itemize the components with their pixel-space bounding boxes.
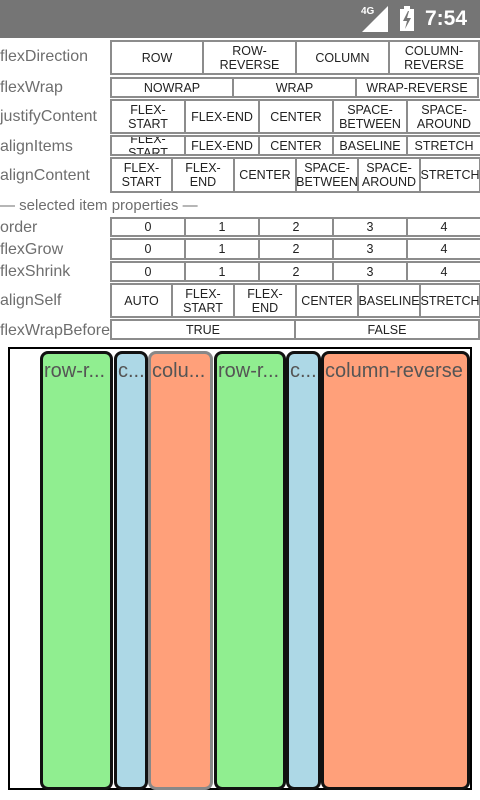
option-flex-start[interactable]: FLEX-START	[110, 99, 186, 134]
flex-wrap-label: flexWrap	[0, 79, 63, 96]
option-3[interactable]: 3	[332, 261, 408, 282]
option-baseline[interactable]: BASELINE	[332, 135, 408, 156]
flex-item-5[interactable]: c...	[286, 351, 321, 790]
option-wrap-reverse[interactable]: WRAP-REVERSE	[355, 77, 479, 98]
justify-content-options: FLEX-START FLEX-END CENTER SPACE-BETWEEN…	[110, 99, 480, 134]
section-title: — selected item properties —	[0, 197, 198, 214]
order-label: order	[0, 219, 38, 236]
align-content-options: FLEX-START FLEX-END CENTER SPACE-BETWEEN…	[110, 157, 480, 193]
flex-item-2[interactable]: c...	[114, 351, 148, 790]
option-1[interactable]: 1	[184, 217, 260, 237]
option-flex-end[interactable]: FLEX-END	[171, 157, 235, 193]
option-flex-start[interactable]: FLEX-START	[110, 157, 173, 193]
flex-direction-label: flexDirection	[0, 48, 89, 65]
option-wrap[interactable]: WRAP	[232, 77, 357, 98]
option-space-between[interactable]: SPACE-BETWEEN	[332, 99, 408, 134]
option-column[interactable]: COLUMN	[295, 40, 390, 75]
flex-item-3[interactable]: colu...	[148, 351, 213, 790]
option-stretch[interactable]: STRETCH	[406, 135, 480, 156]
option-1[interactable]: 1	[184, 238, 260, 260]
clock: 7:54	[425, 7, 468, 30]
option-center[interactable]: CENTER	[295, 283, 359, 318]
flex-shrink-label: flexShrink	[0, 263, 71, 280]
flex-direction-options: ROW ROW-REVERSE COLUMN COLUMN-REVERSE	[110, 40, 480, 75]
option-center[interactable]: CENTER	[258, 135, 334, 156]
status-bar: 4G 7:54	[0, 0, 480, 38]
option-1[interactable]: 1	[184, 261, 260, 282]
option-space-around[interactable]: SPACE-AROUND	[406, 99, 480, 134]
option-2[interactable]: 2	[258, 217, 334, 237]
flex-grow-options: 0 1 2 3 4	[110, 238, 480, 260]
option-0[interactable]: 0	[110, 238, 186, 260]
flex-item-6[interactable]: column-reverse	[321, 351, 470, 790]
option-0[interactable]: 0	[110, 261, 186, 282]
order-options: 0 1 2 3 4	[110, 217, 480, 237]
option-0[interactable]: 0	[110, 217, 186, 237]
flex-grow-label: flexGrow	[0, 241, 64, 258]
option-3[interactable]: 3	[332, 217, 408, 237]
option-true[interactable]: TRUE	[110, 319, 296, 340]
option-4[interactable]: 4	[406, 261, 480, 282]
option-4[interactable]: 4	[406, 238, 480, 260]
option-flex-start[interactable]: FLEX-START	[171, 283, 235, 318]
option-column-reverse[interactable]: COLUMN-REVERSE	[388, 40, 480, 75]
option-row-reverse[interactable]: ROW-REVERSE	[202, 40, 297, 75]
option-flex-end[interactable]: FLEX-END	[233, 283, 297, 318]
option-baseline[interactable]: BASELINE	[357, 283, 421, 318]
flex-wrap-options: NOWRAP WRAP WRAP-REVERSE	[110, 77, 479, 98]
option-2[interactable]: 2	[258, 238, 334, 260]
flex-item-4[interactable]: row-r...	[214, 351, 286, 790]
align-self-options: AUTO FLEX-START FLEX-END CENTER BASELINE…	[110, 283, 480, 318]
signal-icon	[362, 6, 388, 32]
battery-charging-icon	[400, 6, 414, 31]
option-flex-end[interactable]: FLEX-END	[184, 99, 260, 134]
option-space-around[interactable]: SPACE-AROUND	[357, 157, 421, 193]
option-2[interactable]: 2	[258, 261, 334, 282]
option-space-between[interactable]: SPACE-BETWEEN	[295, 157, 359, 193]
flex-wrap-before-options: TRUE FALSE	[110, 319, 480, 340]
flex-wrap-before-label: flexWrapBefore	[0, 322, 110, 339]
align-self-label: alignSelf	[0, 292, 62, 309]
option-auto[interactable]: AUTO	[110, 283, 173, 318]
option-4[interactable]: 4	[406, 217, 480, 237]
option-nowrap[interactable]: NOWRAP	[110, 77, 234, 98]
option-flex-start[interactable]: FLEX-START	[110, 135, 186, 156]
option-center[interactable]: CENTER	[233, 157, 297, 193]
flex-preview-container: row-r... c... colu... row-r... c... colu…	[8, 347, 472, 790]
align-items-label: alignItems	[0, 138, 73, 155]
option-row[interactable]: ROW	[110, 40, 204, 75]
option-stretch[interactable]: STRETCH	[419, 283, 480, 318]
justify-content-label: justifyContent	[0, 108, 97, 125]
flex-shrink-options: 0 1 2 3 4	[110, 261, 480, 282]
align-content-label: alignContent	[0, 167, 90, 184]
option-stretch[interactable]: STRETCH	[419, 157, 480, 193]
option-flex-end[interactable]: FLEX-END	[184, 135, 260, 156]
option-3[interactable]: 3	[332, 238, 408, 260]
flex-item-1[interactable]: row-r...	[40, 351, 113, 790]
align-items-options: FLEX-START FLEX-END CENTER BASELINE STRE…	[110, 135, 480, 156]
option-center[interactable]: CENTER	[258, 99, 334, 134]
network-type: 4G	[361, 6, 375, 17]
option-false[interactable]: FALSE	[294, 319, 480, 340]
